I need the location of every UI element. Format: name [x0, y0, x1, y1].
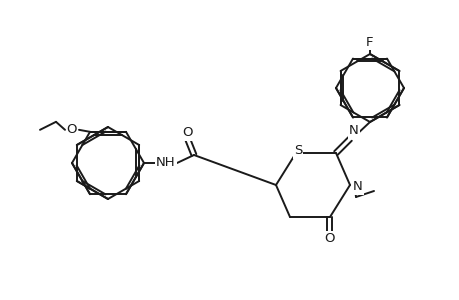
Text: NH: NH	[156, 157, 175, 169]
Text: N: N	[348, 124, 358, 137]
Text: S: S	[293, 145, 302, 158]
Text: O: O	[324, 232, 335, 245]
Text: F: F	[365, 35, 373, 49]
Text: N: N	[353, 181, 362, 194]
Text: O: O	[182, 127, 193, 140]
Text: O: O	[67, 123, 77, 136]
